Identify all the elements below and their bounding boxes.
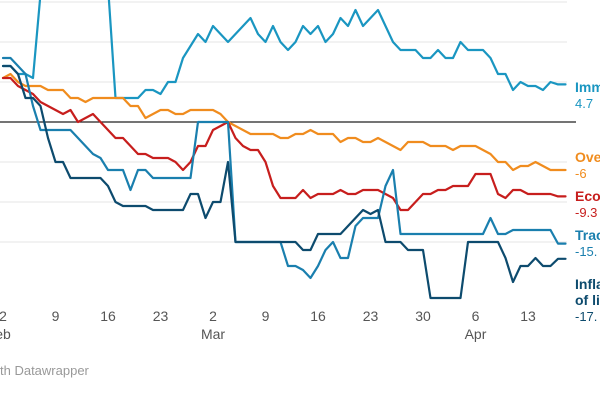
x-tick-label: 30	[415, 308, 431, 324]
x-tick-month-label: Apr	[465, 326, 487, 342]
series-line-2	[1, 76, 567, 212]
series-label-value: -9.3	[575, 205, 597, 220]
x-tick-label: 6	[472, 308, 480, 324]
x-tick-label: 9	[262, 308, 270, 324]
series-label-name: Trac	[575, 227, 600, 243]
footer-credit: th Datawrapper	[0, 363, 89, 378]
x-tick-label: 13	[520, 308, 536, 324]
series-label-value: 4.7	[575, 96, 593, 111]
series-line-0	[1, 0, 567, 100]
series-label-name: Eco	[575, 188, 600, 204]
x-tick-label: 9	[52, 308, 60, 324]
x-tick-label: 23	[153, 308, 169, 324]
series-label-name: Imm	[575, 79, 600, 95]
series-label-name: of li	[575, 292, 600, 308]
x-tick-label: 16	[310, 308, 326, 324]
x-tick-label: 23	[363, 308, 379, 324]
series-label-value: -6	[575, 166, 587, 181]
series-label-value: -15.	[575, 244, 597, 259]
series-label-value: -17.	[575, 309, 597, 324]
series-label-name: Ove	[575, 149, 600, 165]
series-label-name: Infla	[575, 276, 600, 292]
series-line-4	[1, 64, 567, 300]
series-line-1	[1, 72, 567, 172]
series-line-3	[1, 56, 567, 280]
series-lines	[1, 0, 567, 300]
x-tick-label: 16	[100, 308, 116, 324]
x-tick-label: 2	[209, 308, 217, 324]
x-tick-month-label: eb	[0, 326, 11, 342]
x-axis-ticks: 2 eb 9 16 23 2 Mar 9 16 23 30 6 Apr 13	[0, 308, 536, 342]
x-tick-label: 2	[0, 308, 7, 324]
x-tick-month-label: Mar	[201, 326, 225, 342]
gridlines	[0, 1, 576, 243]
